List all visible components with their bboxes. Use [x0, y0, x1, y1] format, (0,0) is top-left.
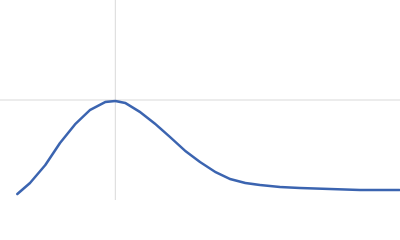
page: {"chart_data": {"type": "line", "x": [0.…: [0, 0, 400, 200]
chart: [0, 0, 400, 200]
data-line: [16, 99, 400, 196]
